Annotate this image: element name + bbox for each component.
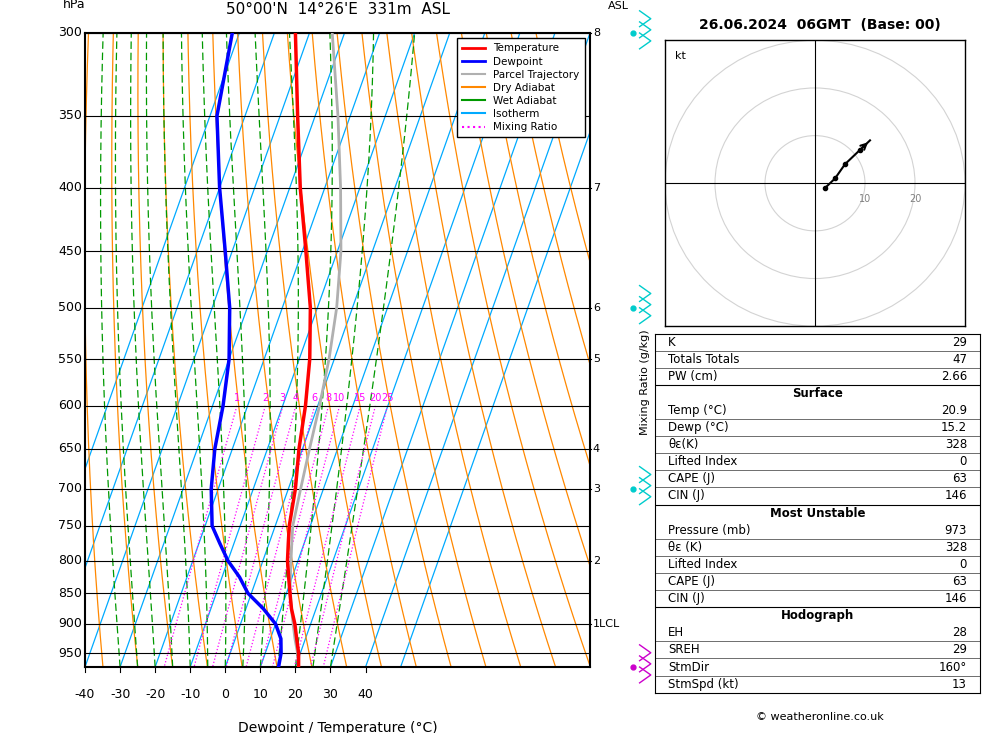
Text: 25: 25 [381,393,394,402]
Text: 0: 0 [960,558,967,571]
Text: 63: 63 [952,575,967,588]
Text: © weatheronline.co.uk: © weatheronline.co.uk [756,712,884,722]
Text: 328: 328 [945,438,967,452]
Text: 900: 900 [58,617,82,630]
Text: 1: 1 [234,393,240,402]
Text: 400: 400 [58,181,82,194]
Text: hPa: hPa [63,0,86,11]
Text: 146: 146 [944,490,967,503]
Text: 328: 328 [945,541,967,554]
Text: Surface: Surface [792,387,843,400]
Text: kt: kt [675,51,686,62]
Text: 6: 6 [593,303,600,313]
Text: 650: 650 [58,443,82,455]
Text: 500: 500 [58,301,82,314]
Text: θε(K): θε(K) [668,438,698,452]
Text: Hodograph: Hodograph [781,609,854,622]
Text: 350: 350 [58,109,82,122]
Text: -40: -40 [75,688,95,701]
Text: Dewpoint / Temperature (°C): Dewpoint / Temperature (°C) [238,721,437,733]
Text: 8: 8 [325,393,332,402]
Text: 800: 800 [58,554,82,567]
Text: 7: 7 [593,183,600,193]
Text: CAPE (J): CAPE (J) [668,575,715,588]
Text: 450: 450 [58,245,82,257]
Text: 40: 40 [358,688,373,701]
Text: 950: 950 [58,647,82,660]
Text: 50°00'N  14°26'E  331m  ASL: 50°00'N 14°26'E 331m ASL [226,2,450,17]
Text: 10: 10 [859,194,871,205]
Text: -20: -20 [145,688,165,701]
Text: 600: 600 [58,399,82,413]
Text: K: K [668,336,676,349]
Text: 28: 28 [952,626,967,639]
Text: StmSpd (kt): StmSpd (kt) [668,677,739,690]
Text: CIN (J): CIN (J) [668,490,705,503]
Text: PW (cm): PW (cm) [668,369,718,383]
Text: SREH: SREH [668,644,700,657]
Text: 47: 47 [952,353,967,366]
Text: 3: 3 [280,393,286,402]
Text: 15: 15 [354,393,366,402]
Text: Lifted Index: Lifted Index [668,558,737,571]
Text: 2: 2 [262,393,268,402]
Text: 0: 0 [960,455,967,468]
Text: 146: 146 [944,592,967,605]
Text: CIN (J): CIN (J) [668,592,705,605]
Text: CAPE (J): CAPE (J) [668,472,715,485]
Text: 300: 300 [58,26,82,40]
Text: 10: 10 [252,688,268,701]
Text: 20: 20 [369,393,382,402]
Text: 20.9: 20.9 [941,404,967,417]
Text: Totals Totals: Totals Totals [668,353,740,366]
Text: 63: 63 [952,472,967,485]
Text: 15.2: 15.2 [941,421,967,434]
Text: -10: -10 [180,688,200,701]
Text: 850: 850 [58,586,82,600]
Text: 6: 6 [312,393,318,402]
Legend: Temperature, Dewpoint, Parcel Trajectory, Dry Adiabat, Wet Adiabat, Isotherm, Mi: Temperature, Dewpoint, Parcel Trajectory… [457,38,585,137]
Text: 4: 4 [293,393,299,402]
Text: 13: 13 [952,677,967,690]
Text: 1LCL: 1LCL [593,619,620,629]
Text: 160°: 160° [939,660,967,674]
Text: 4: 4 [593,444,600,454]
Text: θε (K): θε (K) [668,541,702,554]
Text: 550: 550 [58,353,82,366]
Text: 700: 700 [58,482,82,496]
Text: 29: 29 [952,644,967,657]
Text: 2.66: 2.66 [941,369,967,383]
Text: Pressure (mb): Pressure (mb) [668,523,750,537]
Text: 10: 10 [333,393,346,402]
Text: EH: EH [668,626,684,639]
Text: 20: 20 [909,194,921,205]
Text: 20: 20 [287,688,303,701]
Text: Lifted Index: Lifted Index [668,455,737,468]
Text: 30: 30 [323,688,338,701]
Text: 5: 5 [593,354,600,364]
Text: Temp (°C): Temp (°C) [668,404,727,417]
Text: km
ASL: km ASL [608,0,629,11]
Text: 26.06.2024  06GMT  (Base: 00): 26.06.2024 06GMT (Base: 00) [699,18,941,32]
Text: 0: 0 [221,688,229,701]
Text: 750: 750 [58,520,82,532]
Text: 8: 8 [593,28,600,38]
Text: 29: 29 [952,336,967,349]
Text: 3: 3 [593,484,600,494]
Text: 973: 973 [945,523,967,537]
Text: 2: 2 [593,556,600,566]
Text: -30: -30 [110,688,130,701]
Text: Dewp (°C): Dewp (°C) [668,421,729,434]
Text: Mixing Ratio (g/kg): Mixing Ratio (g/kg) [640,329,650,435]
Text: StmDir: StmDir [668,660,709,674]
Text: Most Unstable: Most Unstable [770,507,865,520]
